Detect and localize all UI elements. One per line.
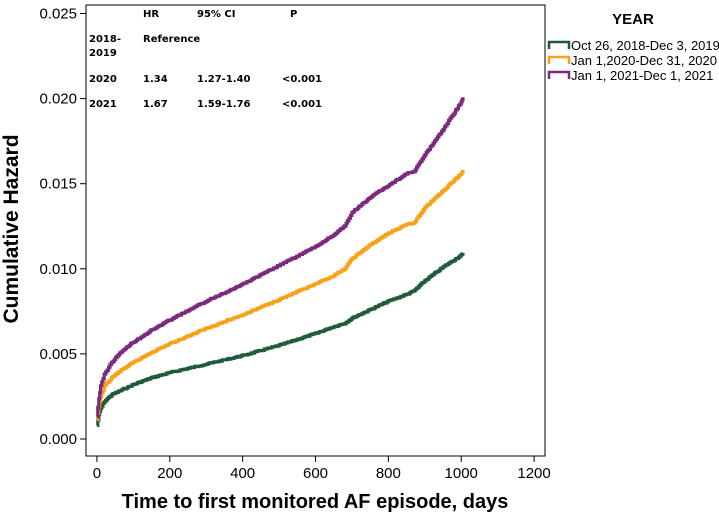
plot-frame <box>85 4 546 457</box>
hr-table-year: 2019 <box>89 48 117 59</box>
x-tick-label: 1000 <box>445 465 478 482</box>
legend-label: Oct 26, 2018-Dec 3, 2019 <box>571 38 719 53</box>
legend-swatch <box>547 55 571 64</box>
series-line <box>96 170 465 422</box>
x-tick-label: 1200 <box>517 465 550 482</box>
x-tick-label: 0 <box>93 465 101 482</box>
hr-table-header: HR <box>143 9 159 20</box>
x-tick-label: 400 <box>230 465 255 482</box>
hr-table-hr: 1.34 <box>143 74 168 85</box>
y-tick-label: 0.015 <box>39 176 77 193</box>
hr-table-ci: 1.59-1.76 <box>197 99 251 110</box>
legend-label: Jan 1,2020-Dec 31, 2020 <box>571 53 717 68</box>
hr-table-year: 2018- <box>89 34 121 45</box>
x-axis-title: Time to first monitored AF episode, days <box>122 491 509 513</box>
hr-table-p: <0.001 <box>282 74 322 85</box>
hr-table-year: 2020 <box>89 74 117 85</box>
hr-table-hr: Reference <box>143 34 200 45</box>
y-axis-title: Cumulative Hazard <box>0 134 23 323</box>
y-tick-label: 0.025 <box>39 6 77 23</box>
x-axis-ticks: 0 200 400 600 800 1000 1200 <box>93 456 551 482</box>
hr-table-ci: 1.27-1.40 <box>197 74 251 85</box>
hr-table-year: 2021 <box>89 99 117 110</box>
hr-table-p: <0.001 <box>282 99 322 110</box>
hr-table-header: 95% CI <box>197 9 235 20</box>
hr-table: HR 95% CI P 2018- 2019 Reference 2020 1.34 1.27-… <box>89 9 322 110</box>
legend-title: YEAR <box>612 11 654 28</box>
y-tick-label: 0.005 <box>39 346 77 363</box>
series-line <box>96 252 465 427</box>
y-tick-label: 0.000 <box>39 431 77 448</box>
x-tick-label: 800 <box>376 465 401 482</box>
legend-label: Jan 1, 2021-Dec 1, 2021 <box>571 68 713 83</box>
legend-swatch <box>547 70 571 79</box>
y-tick-label: 0.010 <box>39 261 77 278</box>
y-axis-ticks: 0.000 0.005 0.010 0.015 0.020 0.025 <box>39 6 86 448</box>
hr-table-header: P <box>290 9 297 20</box>
legend-swatch <box>547 40 571 49</box>
series-line <box>96 97 465 419</box>
x-tick-label: 600 <box>303 465 328 482</box>
series-lines <box>96 97 465 427</box>
hr-table-hr: 1.67 <box>143 99 168 110</box>
x-tick-label: 200 <box>157 465 182 482</box>
y-tick-label: 0.020 <box>39 91 77 108</box>
